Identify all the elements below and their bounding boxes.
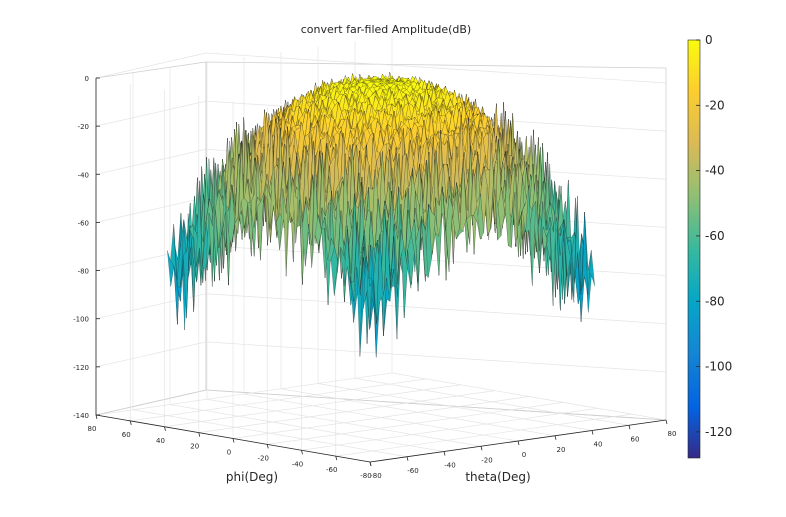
colorbar bbox=[687, 39, 701, 459]
z-tick-label: -40 bbox=[78, 171, 89, 179]
z-tick-label: -100 bbox=[73, 316, 89, 324]
theta-tick-mark bbox=[406, 456, 409, 461]
theta-tick-label: -20 bbox=[481, 456, 492, 464]
phi-grid-line bbox=[164, 384, 461, 428]
phi-tick-mark bbox=[266, 444, 269, 449]
colorbar-tick-label: -120 bbox=[705, 425, 732, 439]
theta-grid-line bbox=[391, 372, 667, 421]
phi-tick-label: -60 bbox=[326, 466, 337, 474]
phi-tick-mark bbox=[232, 438, 235, 443]
theta-tick-mark bbox=[591, 430, 594, 435]
colorbar-tick-label: 0 bbox=[705, 33, 713, 47]
theta-tick-label: 20 bbox=[557, 446, 566, 454]
theta-tick-label: 60 bbox=[631, 435, 640, 443]
theta-grid-line bbox=[317, 383, 593, 431]
colorbar-tick-label: -100 bbox=[705, 360, 732, 374]
phi-tick-label: 80 bbox=[88, 425, 97, 433]
phi-tick-mark bbox=[198, 432, 201, 437]
phi-tick-label: 0 bbox=[227, 449, 231, 457]
theta-tick-mark bbox=[517, 440, 520, 446]
phi-tick-mark bbox=[301, 450, 303, 455]
z-tick-label: -140 bbox=[73, 412, 89, 420]
theta-tick-label: -60 bbox=[407, 467, 418, 475]
colorbar-tick-label: -80 bbox=[705, 294, 725, 308]
z-tick-label: -80 bbox=[78, 268, 89, 276]
colorbar-tick-label: -40 bbox=[705, 164, 725, 178]
phi-tick-label: -20 bbox=[258, 454, 269, 462]
floor-plane bbox=[95, 389, 667, 463]
surface-mesh bbox=[167, 72, 595, 358]
theta-tick-label: 40 bbox=[594, 441, 603, 449]
z-tick-label: -20 bbox=[78, 123, 89, 131]
phi-grid-line bbox=[95, 372, 393, 416]
phi-tick-mark bbox=[164, 426, 166, 431]
surface-patch bbox=[369, 249, 377, 358]
phi-tick-label: -80 bbox=[360, 472, 371, 480]
theta-tick-label: -80 bbox=[370, 472, 381, 480]
phi-tick-label: 40 bbox=[156, 437, 165, 445]
phi-tick-mark bbox=[129, 420, 132, 425]
phi-tick-mark bbox=[95, 414, 98, 420]
colorbar-tick-label: -60 bbox=[705, 229, 725, 243]
z-tick-label: 0 bbox=[85, 75, 89, 83]
theta-tick-mark bbox=[480, 446, 483, 451]
phi-axis-ticks: 80 60 40 20 0 -20 -40 -60 -80 bbox=[88, 414, 372, 480]
theta-grid-line bbox=[354, 377, 630, 426]
theta-tick-mark bbox=[665, 419, 668, 425]
colorbar-tick-label: -20 bbox=[705, 98, 725, 112]
phi-tick-label: 60 bbox=[122, 431, 131, 439]
z-grid-line bbox=[95, 341, 667, 373]
y-axis-label: theta(Deg) bbox=[465, 470, 530, 484]
colorbar-ticks: 0 -20 -40 -60 -80 -100 -120 bbox=[696, 33, 732, 439]
theta-tick-mark bbox=[628, 425, 631, 430]
x-axis-label: phi(Deg) bbox=[226, 470, 278, 484]
phi-tick-label: 20 bbox=[190, 443, 199, 451]
phi-grid-line bbox=[130, 378, 427, 422]
phi-grid-line bbox=[198, 390, 495, 433]
z-tick-label: -60 bbox=[78, 219, 89, 227]
theta-tick-label: 0 bbox=[522, 451, 526, 459]
phi-tick-label: -40 bbox=[292, 460, 303, 468]
chart-title: convert far-filed Amplitude(dB) bbox=[301, 23, 471, 36]
z-grid-line bbox=[95, 52, 667, 84]
phi-tick-mark bbox=[335, 456, 338, 461]
z-axis-ticks: 0 -20 -40 -60 -80 -100 -120 -140 bbox=[73, 75, 100, 420]
theta-grid-line bbox=[280, 388, 556, 437]
theta-tick-label: -40 bbox=[444, 462, 455, 470]
theta-tick-mark bbox=[554, 435, 557, 440]
theta-tick-mark bbox=[443, 451, 446, 456]
theta-axis-ticks: -80 -60 -40 -20 0 20 40 60 80 bbox=[369, 419, 677, 480]
phi-grid-line bbox=[232, 396, 530, 439]
theta-tick-label: 80 bbox=[668, 430, 677, 438]
theta-tick-mark bbox=[369, 461, 372, 467]
z-tick-label: -120 bbox=[73, 364, 89, 372]
